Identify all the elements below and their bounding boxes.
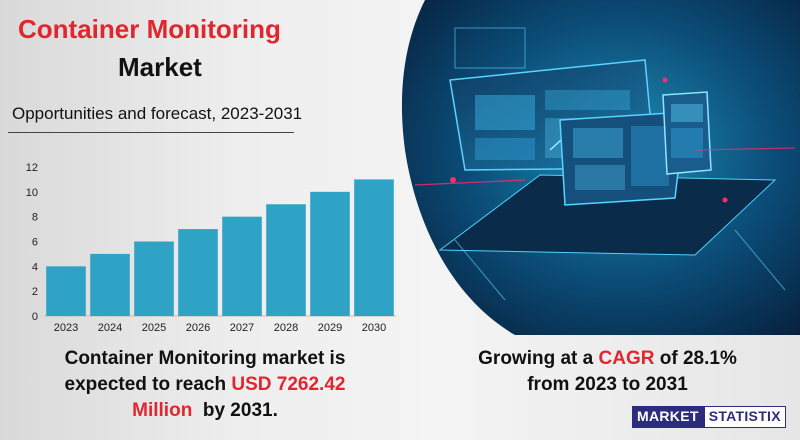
y-tick-label: 8: [32, 212, 38, 224]
y-tick-label: 0: [32, 311, 38, 323]
cagr-period: from 2023 to 2031: [527, 374, 688, 395]
forecast-value: USD 7262.42: [231, 374, 346, 395]
bar-2025: [134, 241, 174, 316]
devices-illustration: [401, 0, 800, 335]
y-tick-label: 10: [26, 187, 38, 199]
title-line-2: Market: [118, 52, 202, 82]
bar-chart: 0 2 4 6 8 10 12 2023 2024 2025 2026 2027 2028 2029 203…: [26, 162, 396, 334]
title-line-1: Container Monitoring: [18, 14, 281, 44]
x-tick-label: 2027: [230, 322, 254, 334]
cagr-value: of 28.1%: [654, 348, 737, 369]
x-tick-label: 2025: [142, 322, 166, 334]
subtitle: Opportunities and forecast, 2023-2031: [12, 104, 303, 123]
forecast-year-text: by 2031.: [192, 400, 278, 421]
forecast-line-2-text: expected to reach: [64, 374, 232, 395]
logo-part-2: STATISTIX: [703, 406, 786, 428]
y-tick-label: 6: [32, 237, 38, 249]
logo-part-1: MARKET: [632, 406, 704, 428]
y-tick-label: 2: [32, 286, 38, 298]
bar-2028: [266, 204, 306, 316]
forecast-line-1: Container Monitoring market is: [64, 348, 346, 369]
forecast-unit: Million: [132, 400, 193, 421]
market-statistix-logo: MARKET STATISTIX: [632, 406, 786, 428]
cagr-note: Growing at a CAGR of 28.1% from 2023 to …: [445, 346, 770, 398]
market-forecast-note: Container Monitoring market is expected …: [10, 346, 400, 424]
bar-2026: [178, 229, 218, 316]
x-tick-label: 2023: [54, 322, 78, 334]
bar-2023: [46, 266, 86, 316]
subtitle-divider: [8, 132, 294, 133]
cagr-prefix: Growing at a: [478, 348, 599, 369]
cagr-label: CAGR: [598, 348, 655, 369]
x-tick-label: 2024: [98, 322, 122, 334]
x-tick-label: 2028: [274, 322, 298, 334]
y-tick-label: 4: [32, 261, 38, 273]
x-tick-label: 2029: [318, 322, 342, 334]
x-tick-label: 2026: [186, 322, 210, 334]
x-tick-label: 2030: [362, 322, 386, 334]
bar-2030: [354, 179, 394, 316]
bar-2027: [222, 216, 262, 316]
bar-2029: [310, 191, 350, 316]
bar-2024: [90, 253, 130, 316]
y-tick-label: 12: [26, 162, 38, 174]
